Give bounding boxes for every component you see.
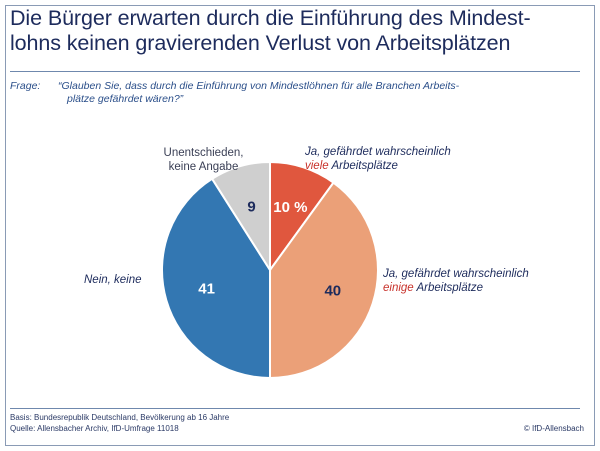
label-einige-line-2: einige Arbeitsplätze	[383, 281, 583, 295]
label-viele-line-2: viele Arbeitsplätze	[305, 159, 505, 173]
label-einige-rest: Arbeitsplätze	[416, 282, 483, 294]
pie-slice-unentschieden	[210, 160, 271, 274]
footer-quelle: Quelle: Allensbacher Archiv, IfD-Umfrage…	[10, 424, 179, 433]
label-viele-highlight: viele	[305, 160, 329, 172]
legend-label-nein: Nein, keine	[84, 274, 142, 286]
footer-divider	[10, 408, 580, 409]
pie-value-label-viele: 10 %	[273, 199, 307, 216]
title-line-2: lohns keinen gravierenden Verlust von Ar…	[10, 31, 511, 55]
footer-basis: Basis: Bundesrepublik Deutschland, Bevöl…	[10, 413, 230, 422]
label-unentschieden-line-1: Unentschieden,	[163, 147, 244, 159]
legend-label-viele: Ja, gefährdet wahrscheinlich viele Arbei…	[305, 145, 505, 173]
question-line-2: plätze gefährdet wären?”	[67, 93, 184, 105]
chart-title: Die Bürger erwarten durch die Einführung…	[10, 6, 580, 56]
legend-label-unentschieden: Unentschieden, keine Angabe	[141, 146, 266, 174]
survey-question: Frage: “Glauben Sie, dass durch die Einfü…	[10, 80, 585, 106]
copyright-notice: © IfD-Allensbach	[523, 424, 584, 433]
title-divider	[10, 71, 580, 72]
question-line-1: “Glauben Sie, dass durch die Einführung …	[58, 80, 460, 92]
legend-label-einige: Ja, gefährdet wahrscheinlich einige Arbe…	[383, 267, 583, 295]
title-line-1: Die Bürger erwarten durch die Einführung…	[10, 6, 531, 30]
label-einige-line-1: Ja, gefährdet wahrscheinlich	[383, 268, 529, 280]
label-viele-rest: Arbeitsplätze	[331, 160, 398, 172]
label-unentschieden-line-2: keine Angabe	[168, 161, 239, 173]
pie-slice-einige	[269, 181, 379, 380]
pie-value-label-unentschieden: 9	[247, 199, 255, 216]
question-label: Frage:	[10, 80, 41, 92]
footer-notes: Basis: Bundesrepublik Deutschland, Bevöl…	[10, 412, 229, 434]
pie-value-label-nein: 41	[198, 280, 215, 297]
pie-value-label-einige: 40	[324, 282, 341, 299]
label-einige-highlight: einige	[383, 282, 414, 294]
label-viele-line-1: Ja, gefährdet wahrscheinlich	[305, 146, 451, 158]
